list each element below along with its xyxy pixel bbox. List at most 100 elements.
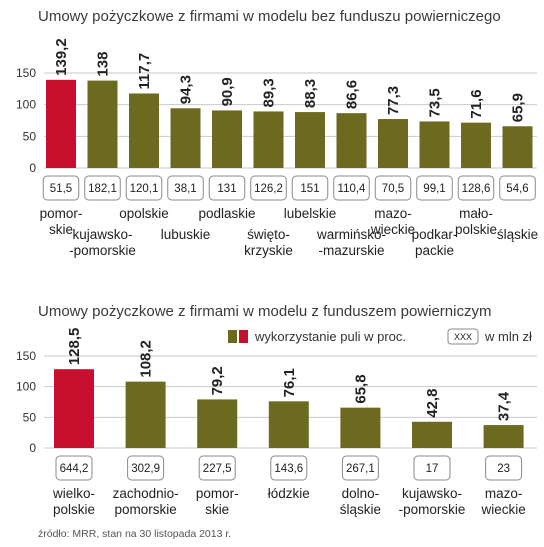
amount-label: 227,5: [203, 463, 232, 475]
amount-box: [250, 175, 287, 201]
bar: [419, 121, 450, 168]
legend-swatch-olive: [228, 330, 237, 343]
category-label: dolno-: [342, 486, 380, 501]
category-label: mazo-: [374, 206, 412, 221]
bar: [125, 381, 166, 448]
y-tick-label: 50: [23, 410, 37, 424]
category-label: świętо-: [247, 227, 290, 242]
amount-label: 51,5: [50, 183, 72, 195]
category-label: -mazurskie: [318, 243, 384, 258]
category-label: skie: [49, 222, 73, 237]
bar-value-label: 88,3: [302, 79, 319, 108]
amount-box: [485, 455, 523, 481]
bar-value-label: 89,3: [261, 78, 278, 107]
legend-swatch-red: [239, 330, 248, 343]
bar: [129, 93, 159, 168]
bar: [502, 126, 533, 168]
bar-value-label: 77,3: [385, 86, 402, 115]
bar-value-label: 79,2: [209, 366, 226, 395]
bar-value-label: 117,7: [136, 53, 153, 90]
amount-label: 110,4: [338, 183, 367, 195]
chart-2-title: Umowy pożyczkowe z firmami w modelu z fu…: [38, 303, 491, 320]
amount-label: 23: [497, 463, 510, 475]
amount-label: 143,6: [274, 463, 303, 475]
category-label: pomor-: [196, 486, 239, 501]
category-label: krzyskie: [244, 243, 293, 258]
amount-label: 120,1: [130, 183, 159, 195]
bar: [268, 401, 309, 448]
category-label: opolskie: [119, 206, 169, 221]
category-label: podlaskie: [198, 206, 255, 221]
bar: [483, 425, 524, 448]
amount-label: 54,6: [506, 183, 528, 195]
bar: [253, 111, 284, 168]
chart-1-title: Umowy pożyczkowe z firmami w modelu bez …: [38, 8, 501, 25]
category-label: skie: [205, 502, 229, 517]
chart-2: 0 50 100 150 128,5 644,2 wielko-polskie 108,2 30…: [16, 328, 537, 517]
amount-box: [198, 455, 236, 481]
amount-label: 267,1: [346, 463, 375, 475]
category-label: lubelskie: [284, 206, 337, 221]
bar-value-label: 37,4: [496, 391, 513, 421]
amount-label: 151: [300, 183, 319, 195]
y-tick-label: 100: [16, 98, 36, 112]
category-label: wieckie: [370, 222, 415, 237]
category-label: wieckie: [480, 502, 525, 517]
amount-box: [84, 175, 121, 201]
category-label: zachodnio-: [113, 486, 179, 501]
bar-value-label: 65,8: [352, 374, 369, 403]
category-label: łódzkie: [268, 486, 310, 501]
amount-label: 38,1: [174, 183, 196, 195]
bar-value-label: 65,9: [510, 93, 527, 122]
category-label: packie: [415, 243, 454, 258]
amount-box: [374, 175, 412, 201]
category-label: mało-: [459, 206, 493, 221]
y-tick-label: 50: [23, 129, 37, 143]
bar-value-label: 42,8: [424, 389, 441, 418]
legend-box-sample-text: XXX: [454, 332, 472, 342]
category-label: kujawsko-: [72, 227, 132, 242]
y-tick-label: 0: [29, 161, 36, 175]
amount-box: [208, 175, 246, 201]
category-label: polskie: [455, 222, 497, 237]
amount-box: [413, 455, 451, 481]
category-label: -pomorskie: [399, 502, 466, 517]
bar: [378, 119, 408, 168]
amount-box: [416, 175, 453, 201]
amount-label: 644,2: [60, 463, 89, 475]
source-note: źródło: MRR, stan na 30 listopada 2013 r…: [38, 528, 231, 540]
category-label: polskie: [53, 502, 95, 517]
category-label: kujawsko-: [402, 486, 462, 501]
amount-label: 126,2: [254, 183, 283, 195]
bar: [46, 79, 76, 168]
amount-box: [127, 455, 165, 481]
category-label: pomorskie: [114, 502, 176, 517]
category-label: podkar-: [412, 227, 458, 242]
amount-box: [341, 455, 379, 481]
bar: [295, 112, 325, 168]
amount-box: [457, 175, 495, 201]
amount-label: 99,1: [423, 183, 445, 195]
bar: [340, 407, 381, 448]
bar-value-label: 71,6: [468, 89, 485, 118]
amount-box: [167, 175, 204, 201]
bar: [336, 113, 367, 168]
bar: [412, 421, 452, 448]
amount-label: 70,5: [382, 183, 404, 195]
bar-value-label: 128,5: [66, 328, 83, 366]
amount-label: 17: [426, 463, 439, 475]
legend-bar-label: wykorzystanie puli w proc.: [254, 329, 406, 344]
legend-box-sample: [447, 328, 479, 345]
y-tick-label: 0: [29, 441, 36, 455]
amount-box: [333, 175, 370, 201]
amount-label: 302,9: [131, 463, 160, 475]
bar-value-label: 90,9: [219, 77, 236, 106]
category-label: warmińsko-: [316, 227, 386, 242]
bar-value-label: 94,3: [178, 75, 195, 104]
bar: [87, 80, 118, 168]
y-tick-label: 150: [16, 66, 36, 80]
category-label: mazo-: [485, 486, 523, 501]
legend-box-label: w mln zł: [484, 329, 532, 344]
bar-value-label: 76,1: [281, 368, 298, 397]
